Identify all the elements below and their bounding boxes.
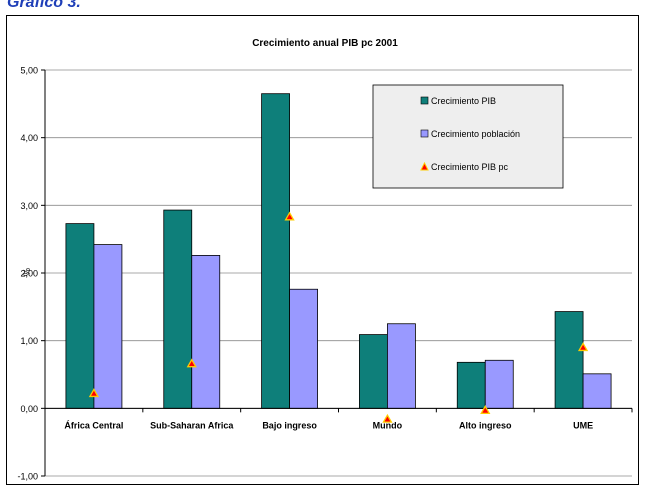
bar-poblacion — [484, 359, 514, 409]
marker-pib-pc — [186, 358, 197, 368]
legend-label: Crecimiento población — [431, 129, 520, 139]
legend-swatch — [420, 96, 429, 105]
y-tick-label: 5,00 — [20, 66, 38, 76]
chart-title: Crecimiento anual PIB pc 2001 — [252, 38, 398, 49]
y-tick-label: 0,00 — [20, 404, 38, 414]
bar-pib — [456, 361, 486, 409]
bar-poblacion — [191, 255, 221, 409]
bar-pib — [163, 209, 193, 409]
bar-pib — [554, 311, 584, 409]
legend-label: Crecimiento PIB — [431, 96, 496, 106]
marker-pib-pc — [88, 388, 100, 398]
bar-pib — [261, 93, 290, 409]
legend-label: Crecimiento PIB pc — [431, 162, 509, 172]
legend-box — [372, 84, 564, 189]
bar-poblacion — [93, 244, 123, 409]
legend-swatch — [420, 129, 429, 138]
category-label: Alto ingreso — [459, 420, 512, 430]
category-label: África Central — [64, 420, 123, 430]
bar-poblacion — [289, 288, 318, 409]
y-tick-label: 4,00 — [20, 133, 38, 143]
bar-poblacion — [582, 373, 612, 409]
y-tick-label: 2,00 — [20, 269, 38, 279]
chart-heading: Gráfico 3. — [7, 0, 81, 11]
y-tick-label: 1,00 — [20, 336, 38, 346]
bar-pib — [65, 223, 95, 409]
bar-poblacion — [387, 323, 416, 409]
marker-pib-pc — [382, 413, 393, 423]
category-label: Bajo ingreso — [262, 420, 317, 430]
bar-pib — [359, 334, 388, 409]
marker-pib-pc — [480, 405, 491, 415]
category-label: Mundo — [373, 420, 403, 430]
marker-pib-pc — [284, 211, 295, 221]
y-axis-label: % — [22, 268, 32, 276]
y-tick-label: 3,00 — [20, 201, 38, 211]
category-label: Sub-Saharan Africa — [150, 420, 234, 430]
marker-pib-pc — [577, 342, 589, 352]
legend-swatch — [420, 161, 429, 171]
category-label: UME — [573, 420, 593, 430]
y-tick-label: -1,00 — [17, 472, 38, 482]
